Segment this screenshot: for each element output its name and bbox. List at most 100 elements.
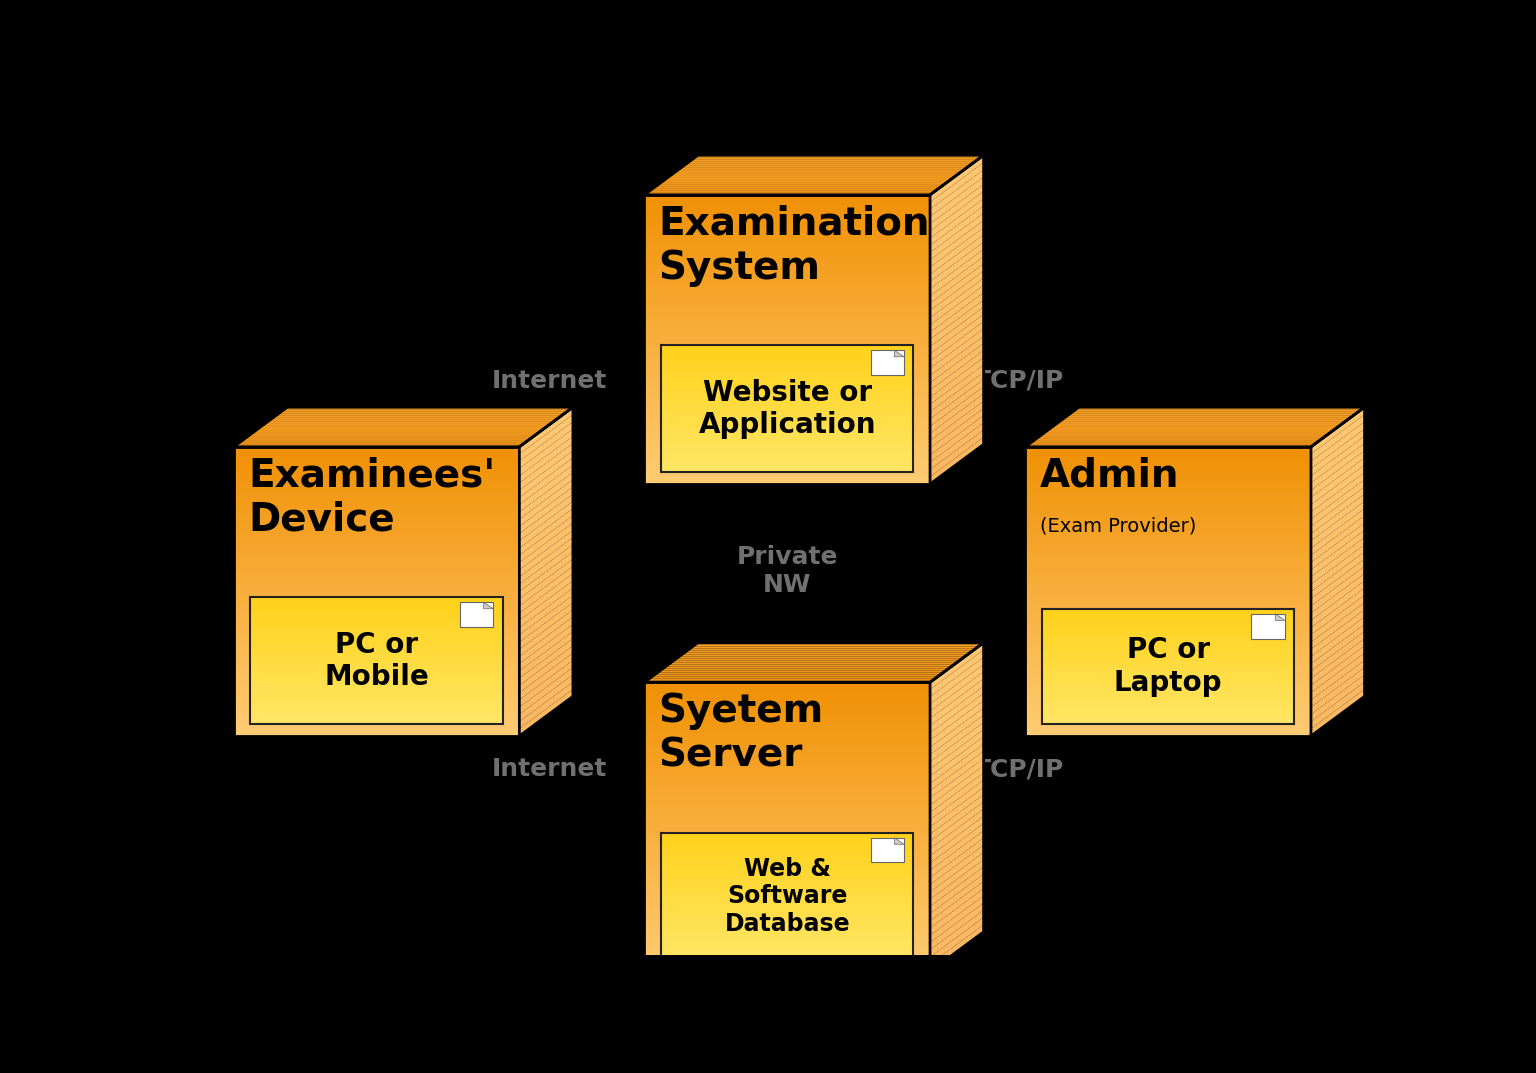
Polygon shape [645, 690, 929, 693]
Polygon shape [519, 689, 573, 736]
Polygon shape [1312, 429, 1364, 475]
Polygon shape [233, 494, 519, 498]
Polygon shape [929, 823, 983, 870]
Polygon shape [519, 487, 573, 533]
Polygon shape [233, 519, 519, 523]
Text: Internet: Internet [492, 369, 607, 393]
Polygon shape [660, 909, 914, 912]
Polygon shape [233, 490, 519, 494]
Polygon shape [241, 439, 530, 441]
Polygon shape [233, 696, 519, 700]
Polygon shape [671, 173, 960, 175]
Polygon shape [1026, 580, 1312, 584]
Polygon shape [660, 862, 914, 865]
Polygon shape [1026, 573, 1312, 577]
Polygon shape [660, 858, 914, 862]
Polygon shape [645, 812, 929, 817]
Polygon shape [519, 480, 573, 527]
Polygon shape [1041, 658, 1295, 661]
Polygon shape [929, 256, 983, 304]
Polygon shape [645, 462, 929, 466]
Polygon shape [1071, 411, 1359, 413]
Polygon shape [929, 401, 983, 447]
Polygon shape [645, 452, 929, 455]
Polygon shape [233, 660, 519, 664]
Polygon shape [645, 831, 929, 834]
Polygon shape [1041, 637, 1295, 641]
Polygon shape [233, 718, 519, 721]
Polygon shape [645, 328, 929, 333]
Polygon shape [687, 648, 975, 650]
Polygon shape [233, 664, 519, 667]
Polygon shape [1068, 413, 1356, 415]
Text: Examination
System: Examination System [659, 205, 931, 286]
Polygon shape [645, 881, 929, 885]
Polygon shape [1026, 729, 1312, 733]
Polygon shape [1060, 420, 1349, 421]
Polygon shape [660, 181, 949, 183]
Polygon shape [660, 855, 914, 858]
Polygon shape [668, 662, 957, 664]
Polygon shape [660, 951, 914, 954]
Polygon shape [519, 501, 573, 548]
Polygon shape [685, 163, 972, 165]
Polygon shape [929, 199, 983, 246]
Polygon shape [645, 682, 929, 686]
Polygon shape [660, 469, 914, 472]
Polygon shape [645, 481, 929, 484]
Polygon shape [660, 868, 914, 871]
Polygon shape [1026, 588, 1312, 591]
Polygon shape [233, 733, 519, 736]
Polygon shape [645, 391, 929, 394]
Polygon shape [679, 167, 968, 170]
Polygon shape [660, 871, 914, 874]
Polygon shape [1026, 646, 1312, 649]
Polygon shape [660, 365, 914, 367]
Polygon shape [676, 170, 965, 171]
Polygon shape [519, 638, 573, 686]
Polygon shape [1312, 667, 1364, 715]
Polygon shape [1026, 671, 1312, 675]
Polygon shape [233, 461, 519, 465]
Polygon shape [1312, 501, 1364, 548]
Polygon shape [929, 730, 983, 776]
Polygon shape [660, 915, 914, 918]
Polygon shape [645, 867, 929, 870]
Polygon shape [929, 220, 983, 267]
Polygon shape [1312, 559, 1364, 606]
Polygon shape [250, 619, 502, 622]
Polygon shape [1026, 700, 1312, 704]
Polygon shape [1041, 666, 1295, 670]
Polygon shape [660, 896, 914, 899]
Polygon shape [645, 437, 929, 441]
Polygon shape [645, 401, 929, 405]
Polygon shape [1041, 678, 1295, 681]
Polygon shape [1312, 465, 1364, 512]
Polygon shape [1026, 530, 1312, 533]
Polygon shape [1041, 721, 1295, 724]
Polygon shape [1041, 693, 1295, 695]
Polygon shape [1026, 458, 1312, 461]
Polygon shape [250, 693, 502, 695]
Polygon shape [660, 935, 914, 938]
Polygon shape [1049, 427, 1338, 429]
Polygon shape [1041, 684, 1295, 687]
Polygon shape [1026, 664, 1312, 667]
Polygon shape [459, 602, 493, 627]
Polygon shape [645, 917, 929, 921]
Polygon shape [233, 591, 519, 596]
Polygon shape [645, 892, 929, 896]
Polygon shape [660, 459, 914, 462]
Polygon shape [645, 719, 929, 722]
Text: PC or
Mobile: PC or Mobile [324, 631, 429, 691]
Polygon shape [1312, 516, 1364, 562]
Polygon shape [645, 704, 929, 707]
Polygon shape [929, 214, 983, 260]
Polygon shape [1312, 567, 1364, 613]
Polygon shape [660, 396, 914, 399]
Polygon shape [929, 925, 983, 971]
Polygon shape [233, 628, 519, 631]
Polygon shape [519, 573, 573, 620]
Polygon shape [250, 687, 502, 690]
Polygon shape [1026, 657, 1312, 660]
